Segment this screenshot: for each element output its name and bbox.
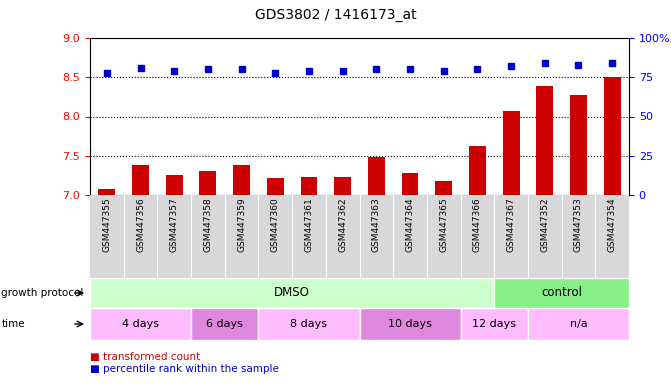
Text: GDS3802 / 1416173_at: GDS3802 / 1416173_at xyxy=(255,8,416,22)
Text: GSM447358: GSM447358 xyxy=(203,197,213,252)
Text: growth protocol: growth protocol xyxy=(1,288,84,298)
Bar xyxy=(570,95,587,195)
Bar xyxy=(267,178,284,195)
Text: time: time xyxy=(1,319,25,329)
Text: 4 days: 4 days xyxy=(122,319,159,329)
Bar xyxy=(334,177,351,195)
Bar xyxy=(132,165,149,195)
Text: control: control xyxy=(541,286,582,300)
Text: GSM447365: GSM447365 xyxy=(440,197,448,252)
Bar xyxy=(604,77,621,195)
Text: 10 days: 10 days xyxy=(388,319,432,329)
Text: GSM447352: GSM447352 xyxy=(540,197,550,252)
Text: ■ percentile rank within the sample: ■ percentile rank within the sample xyxy=(90,364,279,374)
Bar xyxy=(258,308,360,340)
Text: GSM447355: GSM447355 xyxy=(103,197,111,252)
Bar xyxy=(233,165,250,195)
Text: GSM447367: GSM447367 xyxy=(507,197,515,252)
Bar xyxy=(460,308,528,340)
Text: GSM447361: GSM447361 xyxy=(305,197,313,252)
Text: GSM447359: GSM447359 xyxy=(237,197,246,252)
Text: DMSO: DMSO xyxy=(274,286,310,300)
Text: GSM447366: GSM447366 xyxy=(473,197,482,252)
Text: n/a: n/a xyxy=(570,319,587,329)
Bar xyxy=(503,111,519,195)
Text: 8 days: 8 days xyxy=(291,319,327,329)
Text: GSM447364: GSM447364 xyxy=(405,197,415,252)
Bar xyxy=(528,308,629,340)
Bar xyxy=(191,308,258,340)
Bar xyxy=(368,157,384,195)
Bar xyxy=(199,171,216,195)
Text: GSM447360: GSM447360 xyxy=(271,197,280,252)
Bar xyxy=(301,177,317,195)
Bar xyxy=(360,308,460,340)
Bar xyxy=(469,146,486,195)
Text: 12 days: 12 days xyxy=(472,319,516,329)
Bar xyxy=(536,86,553,195)
Bar xyxy=(90,308,191,340)
Text: GSM447354: GSM447354 xyxy=(608,197,617,252)
Bar xyxy=(99,189,115,195)
Bar xyxy=(402,173,419,195)
Bar xyxy=(495,278,629,308)
Text: GSM447356: GSM447356 xyxy=(136,197,145,252)
Text: GSM447353: GSM447353 xyxy=(574,197,583,252)
Text: ■ transformed count: ■ transformed count xyxy=(90,352,200,362)
Text: GSM447362: GSM447362 xyxy=(338,197,347,252)
Text: GSM447357: GSM447357 xyxy=(170,197,178,252)
Text: 6 days: 6 days xyxy=(206,319,243,329)
Text: GSM447363: GSM447363 xyxy=(372,197,381,252)
Bar xyxy=(90,278,495,308)
Bar xyxy=(435,181,452,195)
Bar xyxy=(166,175,183,195)
